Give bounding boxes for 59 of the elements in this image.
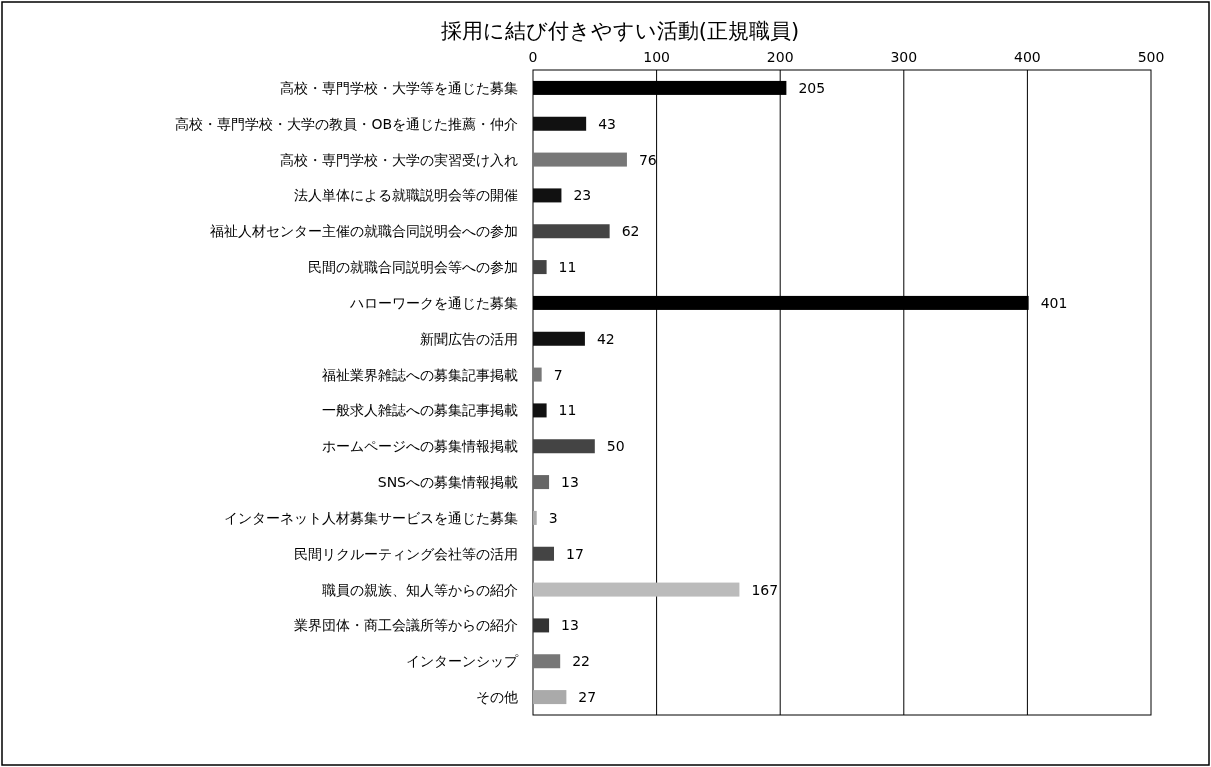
- bar: [533, 152, 627, 167]
- x-tick-label: 0: [528, 49, 538, 65]
- bar: [533, 510, 537, 525]
- y-tick-label: インターンシップ: [406, 653, 519, 670]
- bar: [533, 331, 585, 346]
- data-label: 43: [598, 115, 616, 132]
- data-label: 401: [1040, 294, 1068, 311]
- y-tick-label: 民間の就職合同説明会等への参加: [308, 259, 518, 276]
- x-tick-label: 300: [890, 49, 918, 65]
- x-tick-label: 200: [766, 49, 794, 65]
- y-tick-label: 業界団体・商工会議所等からの紹介: [294, 617, 518, 634]
- chart-title: 採用に結び付きやすい活動(正規職員): [440, 19, 800, 43]
- data-label: 205: [798, 79, 826, 96]
- y-tick-label: 福祉人材センター主催の就職合同説明会への参加: [210, 223, 518, 240]
- y-tick-label: 高校・専門学校・大学の実習受け入れ: [280, 151, 518, 168]
- bar: [533, 654, 561, 669]
- data-label: 13: [561, 617, 579, 634]
- bar: [533, 582, 740, 597]
- y-tick-label: 高校・専門学校・大学等を通じた募集: [280, 79, 518, 96]
- bar: [533, 546, 555, 561]
- y-tick-label: インターネット人材募集サービスを通じた募集: [224, 509, 518, 526]
- y-tick-label: 新聞広告の活用: [420, 330, 518, 347]
- y-tick-label: ハローワークを通じた募集: [349, 294, 518, 311]
- data-label: 62: [621, 223, 640, 240]
- data-label: 17: [566, 545, 584, 562]
- y-tick-label: 高校・専門学校・大学の教員・OBを通じた推薦・仲介: [175, 115, 518, 132]
- y-tick-label: 職員の親族、知人等からの紹介: [322, 581, 518, 598]
- bar: [533, 403, 547, 418]
- data-label: 76: [638, 151, 657, 168]
- bar: [533, 690, 567, 705]
- data-label: 50: [606, 438, 625, 455]
- y-tick-label: SNSへの募集情報掲載: [377, 474, 518, 491]
- bar: [533, 260, 547, 275]
- bar: [533, 367, 542, 382]
- y-tick-label: 福祉業界雑誌への募集記事掲載: [322, 366, 518, 383]
- y-tick-label: その他: [476, 689, 518, 706]
- y-tick-label: ホームページへの募集情報掲載: [322, 438, 518, 455]
- data-label: 13: [561, 474, 579, 491]
- data-label: 3: [548, 509, 558, 526]
- x-tick-label: 100: [643, 49, 670, 65]
- data-label: 11: [558, 402, 577, 419]
- bar: [533, 475, 550, 490]
- data-label: 11: [558, 259, 577, 276]
- bar: [533, 188, 562, 203]
- data-label: 167: [751, 581, 779, 598]
- bar: [533, 116, 587, 131]
- data-label: 23: [573, 187, 592, 204]
- y-tick-label: 一般求人雑誌への募集記事掲載: [322, 402, 518, 419]
- y-tick-label: 民間リクルーティング会社等の活用: [294, 545, 518, 562]
- data-label: 22: [572, 653, 591, 670]
- data-label: 7: [553, 366, 563, 383]
- x-tick-label: 400: [1014, 49, 1041, 65]
- data-label: 27: [578, 689, 597, 706]
- bar: [533, 439, 595, 454]
- x-tick-label: 500: [1137, 49, 1165, 65]
- data-label: 42: [596, 330, 615, 347]
- y-tick-label: 法人単体による就職説明会等の開催: [294, 187, 518, 204]
- bar: [533, 618, 550, 633]
- bar: [533, 224, 610, 239]
